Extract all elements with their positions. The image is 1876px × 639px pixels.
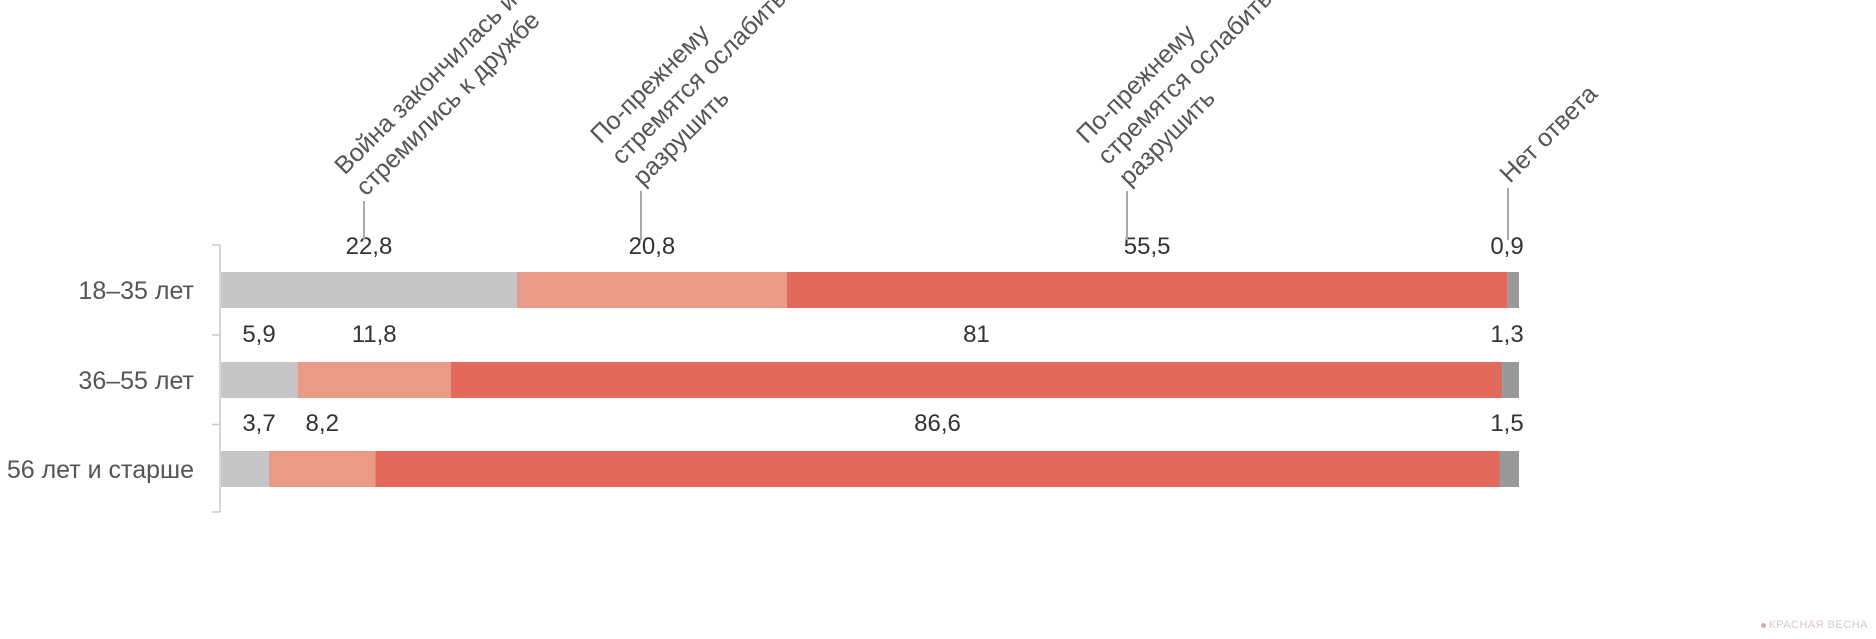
category-label: 18–35 лет [78, 277, 194, 305]
category-axis: 18–35 лет 36–55 лет 56 лет и старше [7, 244, 221, 513]
value-labels: 22,8 20,8 55,5 0,95,9 11,8 81 1,33,7 8,2 86,6 1,5 [242, 233, 1523, 437]
data-label: 1,5 [1490, 410, 1523, 437]
watermark-dot-icon [1761, 622, 1767, 628]
data-label: 1,3 [1490, 321, 1523, 348]
bar-segment [1507, 272, 1519, 308]
legend-entry: Нет ответа [1494, 80, 1603, 189]
bar-segment [375, 451, 1500, 487]
data-label: 8,2 [306, 410, 339, 437]
category-label: 36–55 лет [78, 367, 194, 395]
data-label: 86,6 [914, 410, 961, 437]
bar-segment [221, 451, 270, 487]
bar-segment [221, 362, 298, 398]
data-label: 11,8 [352, 321, 397, 348]
bar-segment [450, 362, 1503, 398]
data-label: 55,5 [1124, 233, 1171, 260]
watermark-text: КРАСНАЯ ВЕСНА [1769, 619, 1868, 631]
data-label: 81 [963, 321, 990, 348]
bar-segment [786, 272, 1508, 308]
bars [221, 272, 1519, 487]
data-label: 20,8 [629, 233, 676, 260]
bar-segment [1499, 451, 1519, 487]
bar-segment [297, 362, 451, 398]
bar-segment [269, 451, 376, 487]
bar-segment [1502, 362, 1519, 398]
bar-segment [221, 272, 517, 308]
legend-label: стремились к дружбе [350, 6, 545, 201]
watermark: КРАСНАЯ ВЕСНА [1761, 619, 1868, 631]
data-label: 22,8 [346, 233, 393, 260]
data-label: 3,7 [242, 410, 275, 437]
data-label: 5,9 [242, 321, 275, 348]
category-label: 56 лет и старше [7, 456, 194, 484]
legend-label: Война закончилась и [329, 0, 522, 180]
legend-label: Нет ответа [1494, 80, 1603, 189]
bar-segment [516, 272, 787, 308]
